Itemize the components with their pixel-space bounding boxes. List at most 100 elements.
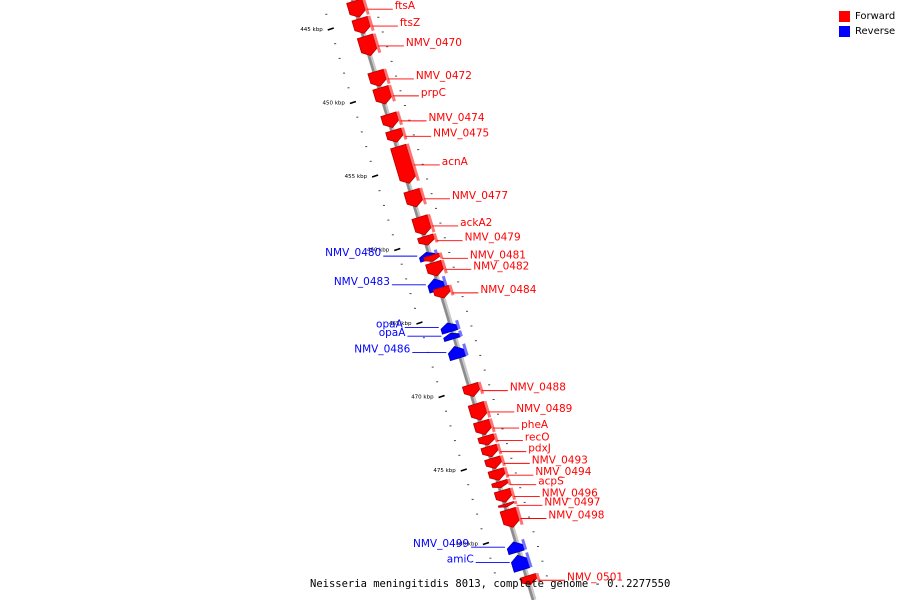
- gene-arrow: [493, 487, 513, 503]
- gene-arrow: [367, 68, 387, 87]
- gene-label[interactable]: ackA2: [460, 217, 492, 229]
- gene-NMV_0479[interactable]: [417, 233, 439, 246]
- gene-label[interactable]: ftsA: [395, 0, 416, 12]
- gene-arrow: [484, 455, 503, 469]
- legend-item-reverse: Reverse: [839, 24, 895, 39]
- gene-label[interactable]: opaA: [376, 318, 404, 330]
- tick-label: 475 kbp: [433, 468, 456, 474]
- gene-label[interactable]: amiC: [447, 554, 474, 566]
- gene-arrow-side: [507, 478, 512, 486]
- gene-NMV_0486[interactable]: [447, 343, 469, 362]
- gene-label[interactable]: NMV_0481: [470, 249, 526, 261]
- gene-ftsA[interactable]: [346, 0, 370, 18]
- gene-label[interactable]: NMV_0488: [510, 382, 566, 394]
- gene-NMV_0498[interactable]: [499, 506, 524, 528]
- gene-arrow-side: [455, 319, 461, 330]
- gene-pdxJ[interactable]: [480, 443, 503, 458]
- gene-labels: ftsA ftsZ NMV_0470 NMV_0472 prpC NMV_0474 NMV_…: [325, 0, 623, 583]
- gene-label[interactable]: NMV_0489: [516, 403, 572, 415]
- gene-NMV_0470[interactable]: [356, 33, 382, 56]
- gene-label[interactable]: NMV_0477: [452, 190, 508, 202]
- gene-pheA[interactable]: [473, 418, 496, 436]
- gene-label[interactable]: NMV_0474: [428, 112, 484, 124]
- gene-arrow-side: [488, 418, 496, 433]
- gene-label[interactable]: NMV_0484: [480, 284, 536, 296]
- gene-arrow-side: [483, 400, 492, 418]
- gene-NMV_0483[interactable]: [427, 275, 449, 294]
- gene-arrow-side: [419, 187, 427, 205]
- gene-label[interactable]: ftsZ: [400, 17, 420, 29]
- gene-NMV_0494[interactable]: [487, 466, 510, 481]
- major-tick: [371, 174, 379, 178]
- gene-ackA2[interactable]: [411, 214, 436, 236]
- gene-arrow-side: [440, 259, 448, 274]
- gene-NMV_0472[interactable]: [367, 68, 391, 87]
- major-tick: [438, 394, 445, 399]
- gene-label[interactable]: pdxJ: [528, 443, 551, 455]
- gene-NMV_0475[interactable]: [385, 127, 408, 143]
- tick-label: 455 kbp: [345, 174, 368, 180]
- gene-arrow: [491, 478, 509, 489]
- gene-label[interactable]: NMV_0482: [473, 260, 529, 272]
- gene-acnA[interactable]: [390, 143, 420, 184]
- gene-NMV_0496[interactable]: [493, 487, 517, 503]
- gene-label[interactable]: prpC: [421, 87, 446, 99]
- gene-arrow: [480, 443, 499, 458]
- gene-NMV_0488[interactable]: [461, 381, 485, 397]
- gene-label[interactable]: NMV_0494: [535, 466, 591, 478]
- gene-label[interactable]: NMV_0498: [548, 510, 604, 522]
- gene-label[interactable]: NMV_0497: [544, 496, 600, 508]
- tick-label: 470 kbp: [411, 395, 434, 401]
- gene-ftsZ[interactable]: [351, 15, 375, 34]
- gene-label[interactable]: acpS: [538, 476, 564, 488]
- gene-label[interactable]: opaA: [379, 327, 407, 339]
- gene-NMV_0481[interactable]: [422, 252, 444, 262]
- gene-label[interactable]: NMV_0501: [567, 571, 623, 583]
- gene-label[interactable]: NMV_0499: [413, 538, 469, 550]
- gene-label[interactable]: NMV_0493: [532, 454, 588, 466]
- gene-arrow-side: [367, 15, 375, 32]
- gene-label[interactable]: NMV_0479: [465, 232, 521, 244]
- tick-label: 465 kbp: [389, 321, 412, 327]
- gene-opaA[interactable]: [443, 330, 463, 342]
- gene-NMV_0493[interactable]: [484, 455, 506, 469]
- gene-label[interactable]: NMV_0475: [433, 127, 489, 139]
- tick-label: 450 kbp: [322, 101, 345, 107]
- gene-arrow: [372, 85, 392, 105]
- gene-NMV_0482[interactable]: [425, 259, 448, 277]
- gene-arrow: [499, 506, 520, 528]
- major-tick: [327, 27, 335, 31]
- gene-arrow: [467, 400, 488, 421]
- gene-opaA[interactable]: [440, 319, 461, 335]
- scale-ticks: 445 kbp 450 kbp 455 kbp 460 kbp 465 kbp 470 k…: [300, 13, 548, 577]
- gene-NMV_0474[interactable]: [380, 111, 403, 128]
- gene-NMV_0489[interactable]: [467, 400, 492, 421]
- gene-label[interactable]: pheA: [521, 419, 549, 431]
- gene-acpS[interactable]: [491, 478, 512, 489]
- gene-NMV_0497[interactable]: [497, 500, 518, 508]
- gene-NMV_0477[interactable]: [403, 187, 427, 208]
- gene-arrow-side: [515, 506, 524, 525]
- gene-label[interactable]: NMV_0472: [416, 70, 472, 82]
- gene-arrow-side: [525, 552, 533, 568]
- gene-label[interactable]: NMV_0486: [354, 343, 410, 355]
- gene-recO[interactable]: [477, 433, 499, 446]
- gene-arrow: [497, 501, 515, 508]
- gene-arrow: [487, 467, 506, 481]
- gene-prpC[interactable]: [372, 84, 396, 105]
- gene-arrow-side: [396, 111, 403, 126]
- gene-arrow: [473, 418, 492, 436]
- gene-arrow: [390, 143, 416, 184]
- gene-label[interactable]: recO: [525, 432, 550, 444]
- gene-amiC[interactable]: [510, 552, 533, 573]
- gene-arrow: [461, 381, 481, 397]
- gene-NMV_0499[interactable]: [506, 538, 528, 556]
- tick-label: 460 kbp: [367, 248, 390, 254]
- gene-arrow: [346, 0, 366, 18]
- gene-label[interactable]: NMV_0470: [406, 37, 462, 49]
- gene-label[interactable]: NMV_0496: [542, 487, 598, 499]
- gene-label[interactable]: acnA: [442, 156, 469, 168]
- gene-arrow-side: [441, 275, 449, 289]
- gene-label[interactable]: NMV_0483: [334, 276, 390, 288]
- gene-label[interactable]: NMV_0480: [325, 247, 381, 259]
